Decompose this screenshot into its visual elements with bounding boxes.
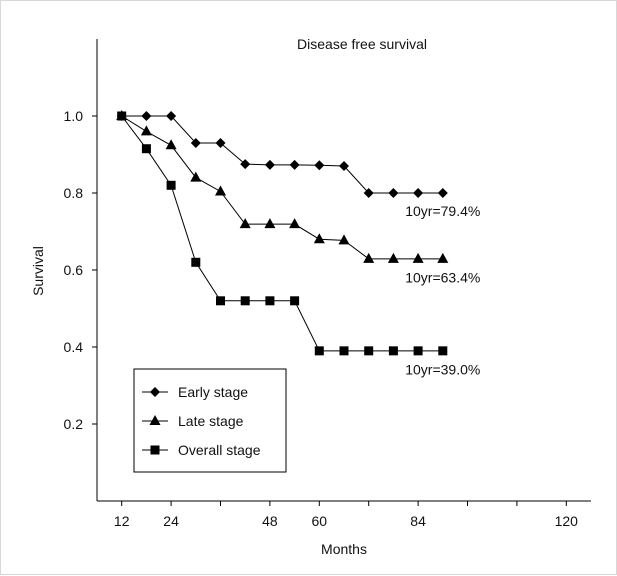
x-tick-label: 24: [163, 513, 179, 529]
data-point: [264, 218, 276, 229]
data-point: [388, 346, 398, 356]
data-point: [289, 159, 300, 170]
data-point: [264, 159, 275, 170]
x-tick-label: 60: [312, 513, 328, 529]
data-point: [240, 296, 250, 306]
data-point: [314, 160, 325, 171]
y-tick-label: 0.6: [64, 262, 84, 278]
data-point: [364, 346, 374, 356]
annotation-label: 10yr=39.0%: [405, 362, 480, 378]
data-point: [166, 111, 177, 121]
data-point: [387, 252, 399, 263]
data-point: [313, 233, 325, 244]
legend-marker: [150, 387, 160, 397]
y-tick-label: 0.2: [64, 416, 84, 432]
chart-title: Disease free survival: [297, 36, 427, 52]
data-point: [339, 161, 349, 172]
annotation-label: 10yr=79.4%: [405, 203, 480, 219]
data-point: [190, 137, 201, 148]
series-line: [121, 115, 443, 352]
data-point: [413, 188, 424, 198]
data-point: [215, 185, 226, 196]
data-point: [388, 188, 399, 198]
data-point: [215, 137, 226, 148]
y-tick-label: 1.0: [64, 108, 84, 124]
series-square: [117, 111, 448, 356]
data-point: [412, 252, 424, 263]
data-point: [289, 218, 301, 229]
data-point: [117, 111, 127, 121]
data-point: [141, 144, 151, 154]
data-point: [437, 252, 449, 263]
series-line: [121, 115, 443, 260]
data-point: [165, 139, 177, 150]
legend-label: Overall stage: [178, 442, 261, 458]
x-axis-label: Months: [321, 541, 367, 557]
data-point: [363, 252, 375, 263]
data-point: [216, 296, 225, 306]
data-point: [140, 125, 152, 136]
x-tick-label: 48: [262, 513, 278, 529]
x-tick-label: 120: [555, 513, 579, 529]
y-tick-label: 0.4: [64, 339, 84, 355]
data-point: [438, 346, 448, 356]
x-tick-label: 84: [410, 513, 426, 529]
data-point: [437, 188, 448, 198]
legend: Early stage Late stage Overall stage: [133, 368, 287, 473]
series-triangle: [116, 110, 449, 263]
data-point: [314, 346, 324, 356]
data-point: [290, 296, 300, 306]
legend-marker: [149, 415, 161, 425]
legend-label: Early stage: [178, 384, 248, 400]
annotations: 10yr=79.4% 10yr=63.4% 10yr=39.0%: [405, 203, 480, 378]
annotation-label: 10yr=63.4%: [405, 270, 480, 286]
axes: 0.2 0.4 0.6 0.8 1.0 12 24 48 60 84 120: [64, 39, 591, 529]
data-point: [240, 159, 251, 170]
data-point: [363, 188, 374, 198]
legend-label: Late stage: [178, 413, 244, 429]
series-layer: [116, 110, 449, 356]
data-point: [191, 257, 201, 267]
series-diamond: [116, 111, 448, 198]
data-point: [265, 296, 275, 306]
y-axis-label: Survival: [30, 246, 46, 296]
y-tick-label: 0.8: [64, 185, 84, 201]
data-point: [141, 111, 152, 121]
legend-marker: [150, 445, 160, 455]
data-point: [338, 234, 350, 245]
data-point: [166, 180, 176, 190]
data-point: [339, 346, 349, 356]
x-tick-label: 12: [114, 513, 130, 529]
data-point: [239, 218, 251, 229]
data-point: [190, 171, 202, 182]
data-point: [413, 346, 423, 356]
